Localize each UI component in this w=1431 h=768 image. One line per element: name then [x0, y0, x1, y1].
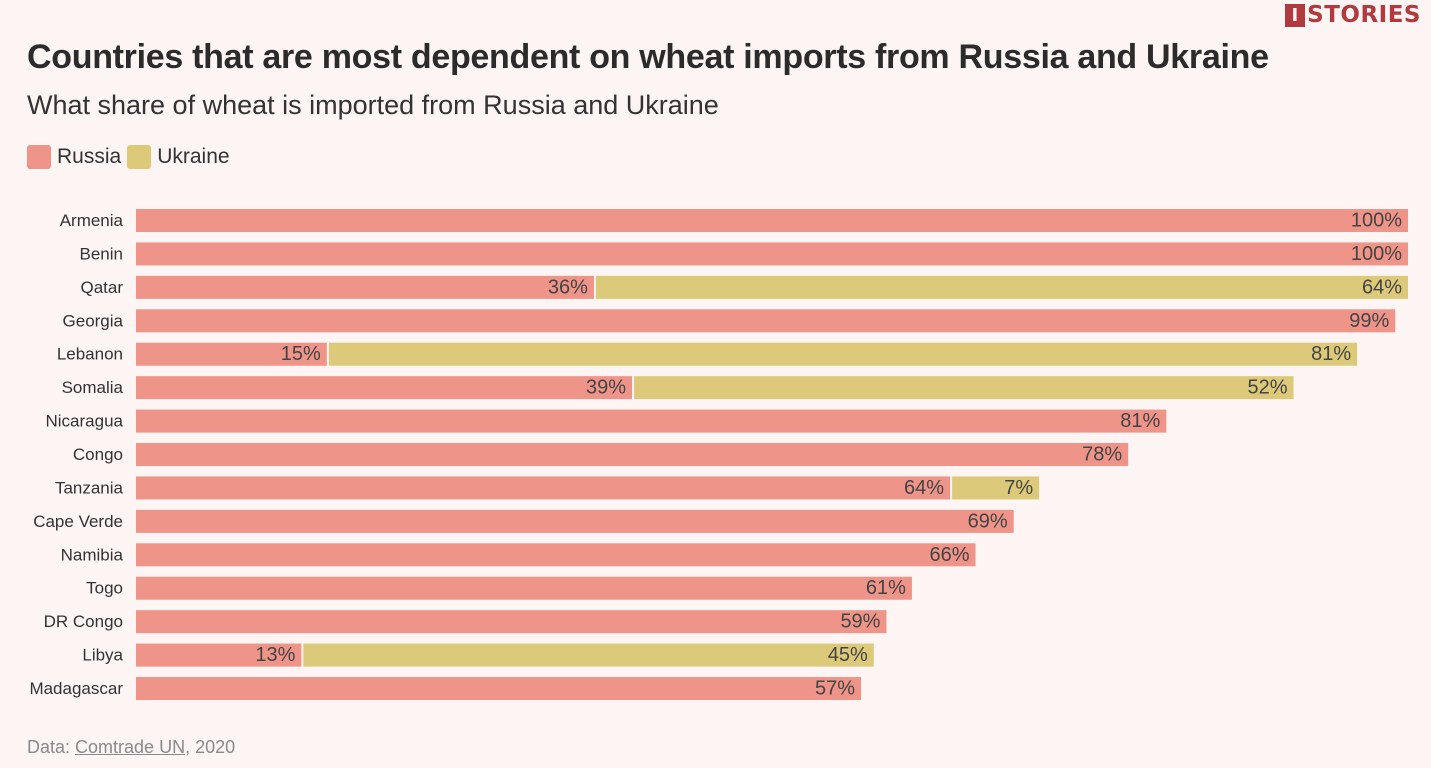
value-label-russia-lebanon: 15% — [281, 343, 321, 365]
category-label-armenia: Armenia — [60, 211, 124, 230]
bar-russia-dr-congo — [136, 610, 887, 634]
legend-label-ukraine: Ukraine — [157, 145, 230, 168]
bar-russia-qatar — [136, 275, 594, 299]
category-label-madagascar: Madagascar — [29, 679, 123, 698]
bar-russia-togo — [136, 576, 912, 600]
source-note: Data: Comtrade UN, 2020 — [27, 737, 235, 758]
category-label-togo: Togo — [86, 579, 123, 598]
bar-ukraine-lebanon — [328, 342, 1358, 366]
category-label-benin: Benin — [80, 244, 123, 263]
bar-russia-benin — [136, 242, 1408, 266]
category-label-namibia: Namibia — [61, 545, 124, 564]
bar-russia-nicaragua — [136, 409, 1167, 433]
bar-russia-armenia — [136, 209, 1408, 232]
legend-item-russia: Russia — [27, 145, 121, 169]
bar-russia-cape-verde — [136, 509, 1014, 533]
source-suffix: , 2020 — [185, 737, 236, 757]
bar-russia-libya — [136, 643, 302, 667]
value-label-russia-cape-verde: 69% — [968, 510, 1008, 532]
chart-title: Countries that are most dependent on whe… — [27, 38, 1269, 76]
value-label-russia-qatar: 36% — [548, 276, 588, 298]
legend-item-ukraine: Ukraine — [127, 145, 230, 169]
legend-swatch-ukraine — [127, 145, 152, 169]
category-label-qatar: Qatar — [80, 278, 123, 297]
chart-subtitle: What share of wheat is imported from Rus… — [27, 90, 719, 120]
bar-ukraine-qatar — [595, 275, 1408, 299]
bar-russia-namibia — [136, 543, 976, 567]
category-label-dr-congo: DR Congo — [44, 612, 123, 631]
bar-ukraine-libya — [303, 643, 874, 667]
bar-russia-congo — [136, 443, 1129, 467]
category-label-congo: Congo — [73, 445, 123, 464]
bar-russia-madagascar — [136, 677, 862, 701]
value-label-ukraine-somalia: 52% — [1247, 377, 1287, 399]
source-prefix: Data: — [27, 737, 76, 757]
category-label-cape-verde: Cape Verde — [33, 512, 123, 531]
value-label-russia-benin: 100% — [1351, 243, 1402, 265]
category-label-nicaragua: Nicaragua — [46, 412, 124, 431]
category-label-libya: Libya — [82, 646, 123, 665]
value-label-russia-tanzania: 64% — [904, 477, 944, 499]
category-label-georgia: Georgia — [63, 311, 124, 330]
logo-text: STORIES — [1307, 2, 1421, 28]
value-label-russia-libya: 13% — [255, 644, 295, 666]
bar-ukraine-somalia — [634, 376, 1294, 400]
bar-russia-tanzania — [136, 476, 951, 500]
brand-logo: I STORIES — [1285, 2, 1421, 28]
bar-russia-somalia — [136, 376, 633, 400]
value-label-russia-madagascar: 57% — [815, 678, 855, 700]
legend: Russia Ukraine — [27, 145, 236, 169]
value-label-russia-nicaragua: 81% — [1120, 410, 1160, 432]
value-label-russia-georgia: 99% — [1349, 310, 1389, 332]
legend-swatch-russia — [27, 145, 51, 169]
value-label-ukraine-qatar: 64% — [1362, 276, 1402, 298]
bar-russia-georgia — [136, 309, 1396, 333]
value-label-ukraine-libya: 45% — [828, 644, 868, 666]
value-label-russia-congo: 78% — [1082, 444, 1122, 466]
source-link[interactable]: Comtrade UN — [75, 737, 186, 757]
value-label-russia-dr-congo: 59% — [840, 611, 880, 633]
value-label-russia-somalia: 39% — [586, 377, 626, 399]
category-label-tanzania: Tanzania — [55, 478, 124, 497]
bar-russia-lebanon — [136, 342, 327, 366]
bar-ukraine-tanzania — [952, 476, 1040, 500]
value-label-ukraine-lebanon: 81% — [1311, 343, 1351, 365]
value-label-russia-togo: 61% — [866, 577, 906, 599]
value-label-russia-armenia: 100% — [1351, 210, 1402, 232]
category-label-somalia: Somalia — [62, 378, 124, 397]
logo-mark-icon: I — [1285, 3, 1306, 27]
category-label-lebanon: Lebanon — [57, 345, 123, 364]
value-label-ukraine-tanzania: 7% — [1004, 477, 1033, 499]
legend-label-russia: Russia — [57, 145, 122, 168]
value-label-russia-namibia: 66% — [929, 544, 969, 566]
